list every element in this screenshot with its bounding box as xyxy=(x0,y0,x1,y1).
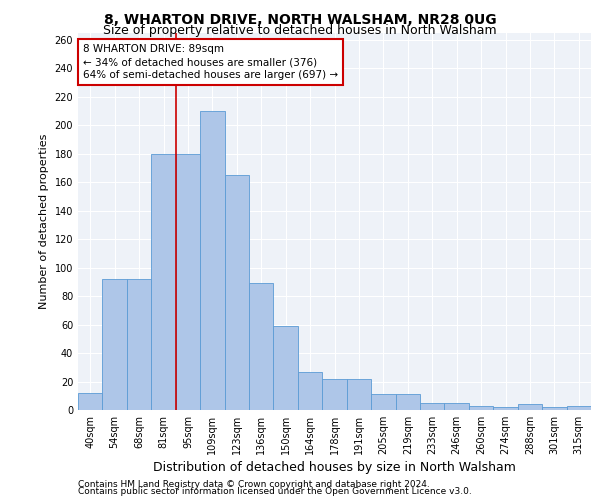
Bar xyxy=(127,279,151,410)
Text: 8 WHARTON DRIVE: 89sqm
← 34% of detached houses are smaller (376)
64% of semi-de: 8 WHARTON DRIVE: 89sqm ← 34% of detached… xyxy=(83,44,338,80)
Bar xyxy=(420,403,445,410)
Bar xyxy=(518,404,542,410)
Bar xyxy=(224,175,249,410)
Bar xyxy=(274,326,298,410)
Y-axis label: Number of detached properties: Number of detached properties xyxy=(39,134,49,309)
Bar xyxy=(542,407,566,410)
Bar xyxy=(151,154,176,410)
Text: Contains HM Land Registry data © Crown copyright and database right 2024.: Contains HM Land Registry data © Crown c… xyxy=(78,480,430,489)
Bar xyxy=(200,111,224,410)
Bar xyxy=(103,279,127,410)
Bar xyxy=(347,378,371,410)
Bar xyxy=(371,394,395,410)
Bar xyxy=(469,406,493,410)
Bar xyxy=(249,283,274,410)
Bar xyxy=(493,407,518,410)
Bar xyxy=(566,406,591,410)
Bar xyxy=(445,403,469,410)
X-axis label: Distribution of detached houses by size in North Walsham: Distribution of detached houses by size … xyxy=(153,461,516,474)
Bar xyxy=(322,378,347,410)
Bar xyxy=(176,154,200,410)
Bar xyxy=(298,372,322,410)
Bar xyxy=(78,393,103,410)
Text: Contains public sector information licensed under the Open Government Licence v3: Contains public sector information licen… xyxy=(78,488,472,496)
Text: 8, WHARTON DRIVE, NORTH WALSHAM, NR28 0UG: 8, WHARTON DRIVE, NORTH WALSHAM, NR28 0U… xyxy=(104,12,496,26)
Bar xyxy=(395,394,420,410)
Text: Size of property relative to detached houses in North Walsham: Size of property relative to detached ho… xyxy=(103,24,497,37)
